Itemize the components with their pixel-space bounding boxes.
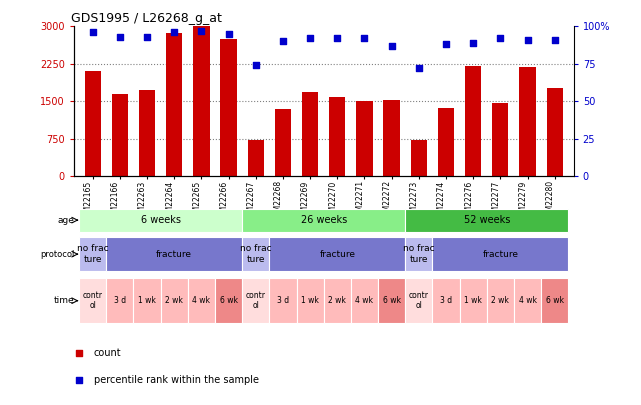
Bar: [383, 100, 400, 176]
Text: percentile rank within the sample: percentile rank within the sample: [94, 375, 259, 385]
Text: contr
ol: contr ol: [409, 291, 429, 310]
Bar: [215, 278, 242, 324]
Bar: [269, 237, 405, 271]
Text: contr
ol: contr ol: [83, 291, 103, 310]
Text: contr
ol: contr ol: [246, 291, 266, 310]
Bar: [405, 209, 569, 232]
Bar: [242, 209, 405, 232]
Text: fracture: fracture: [156, 249, 192, 259]
Text: fracture: fracture: [319, 249, 355, 259]
Text: 52 weeks: 52 weeks: [463, 215, 510, 225]
Point: [549, 36, 560, 43]
Point: [468, 40, 478, 46]
Bar: [465, 66, 481, 176]
Point: [74, 350, 84, 357]
Text: 1 wk: 1 wk: [138, 296, 156, 305]
Point: [495, 35, 506, 42]
Bar: [541, 278, 569, 324]
Text: fracture: fracture: [482, 249, 519, 259]
Bar: [438, 108, 454, 176]
Bar: [188, 278, 215, 324]
Point: [196, 28, 206, 34]
Point: [522, 36, 533, 43]
Point: [88, 29, 98, 36]
Text: no frac
ture: no frac ture: [240, 245, 272, 264]
Bar: [106, 237, 242, 271]
Point: [278, 38, 288, 45]
Bar: [433, 237, 569, 271]
Text: 6 wk: 6 wk: [545, 296, 563, 305]
Text: 4 wk: 4 wk: [356, 296, 374, 305]
Bar: [275, 109, 291, 176]
Bar: [547, 88, 563, 176]
Bar: [166, 33, 183, 176]
Bar: [487, 278, 514, 324]
Bar: [133, 278, 161, 324]
Text: 26 weeks: 26 weeks: [301, 215, 347, 225]
Text: age: age: [58, 215, 74, 225]
Text: count: count: [94, 348, 121, 358]
Text: 2 wk: 2 wk: [328, 296, 346, 305]
Text: 4 wk: 4 wk: [519, 296, 537, 305]
Bar: [324, 278, 351, 324]
Text: 6 weeks: 6 weeks: [140, 215, 181, 225]
Point: [169, 29, 179, 36]
Text: 3 d: 3 d: [440, 296, 452, 305]
Bar: [247, 140, 264, 176]
Text: 1 wk: 1 wk: [301, 296, 319, 305]
Bar: [460, 278, 487, 324]
Bar: [378, 278, 405, 324]
Bar: [106, 278, 133, 324]
Text: 3 d: 3 d: [277, 296, 289, 305]
Bar: [297, 278, 324, 324]
Bar: [242, 237, 269, 271]
Text: 1 wk: 1 wk: [464, 296, 482, 305]
Point: [224, 31, 234, 37]
Text: 6 wk: 6 wk: [220, 296, 238, 305]
Bar: [351, 278, 378, 324]
Point: [142, 34, 152, 40]
Point: [387, 43, 397, 49]
Bar: [302, 92, 319, 176]
Bar: [139, 90, 155, 176]
Bar: [194, 26, 210, 176]
Point: [115, 34, 125, 40]
Point: [74, 377, 84, 383]
Bar: [514, 278, 541, 324]
Text: 4 wk: 4 wk: [192, 296, 210, 305]
Point: [251, 62, 261, 68]
Text: no frac
ture: no frac ture: [403, 245, 435, 264]
Bar: [269, 278, 297, 324]
Bar: [356, 101, 372, 176]
Bar: [79, 278, 106, 324]
Bar: [492, 103, 508, 176]
Bar: [112, 94, 128, 176]
Bar: [79, 237, 106, 271]
Point: [305, 35, 315, 42]
Text: 2 wk: 2 wk: [165, 296, 183, 305]
Bar: [329, 97, 345, 176]
Bar: [221, 39, 237, 176]
Bar: [161, 278, 188, 324]
Text: 3 d: 3 d: [114, 296, 126, 305]
Text: 6 wk: 6 wk: [383, 296, 401, 305]
Bar: [79, 209, 242, 232]
Text: protocol: protocol: [40, 249, 74, 259]
Bar: [405, 278, 433, 324]
Point: [360, 35, 370, 42]
Point: [332, 35, 342, 42]
Bar: [411, 140, 427, 176]
Bar: [405, 237, 433, 271]
Bar: [433, 278, 460, 324]
Point: [413, 65, 424, 72]
Text: time: time: [54, 296, 74, 305]
Text: GDS1995 / L26268_g_at: GDS1995 / L26268_g_at: [71, 12, 222, 25]
Point: [441, 41, 451, 47]
Bar: [519, 67, 536, 176]
Bar: [242, 278, 269, 324]
Bar: [85, 71, 101, 176]
Text: 2 wk: 2 wk: [492, 296, 509, 305]
Text: no frac
ture: no frac ture: [77, 245, 108, 264]
